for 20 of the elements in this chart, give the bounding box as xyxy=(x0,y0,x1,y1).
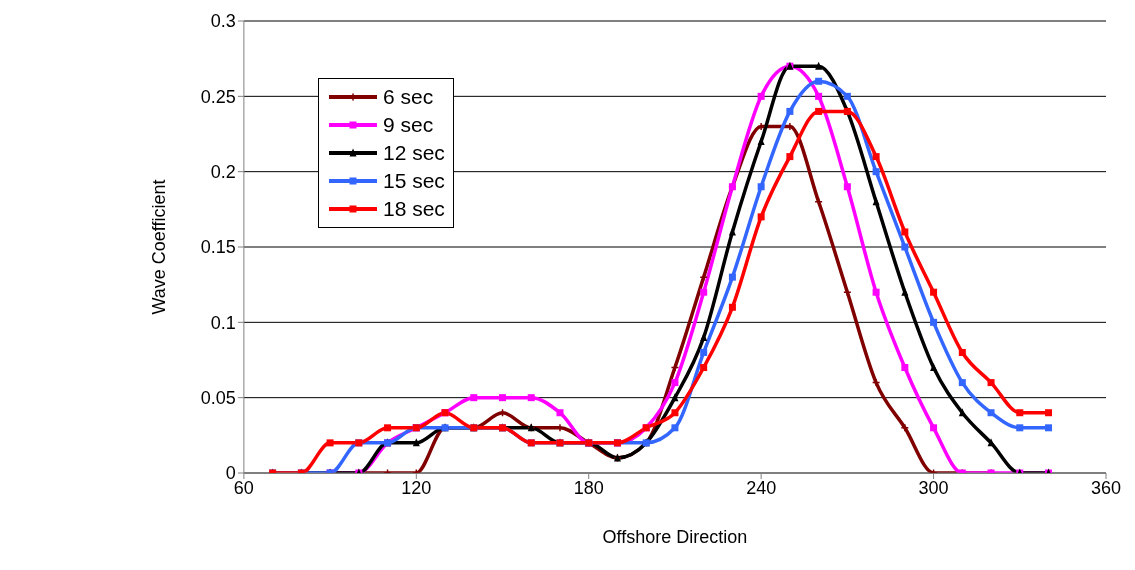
legend-label: 6 sec xyxy=(383,84,434,110)
x-tick-label: 120 xyxy=(401,477,432,498)
legend-label: 9 sec xyxy=(383,112,434,138)
y-tick-label: 0.2 xyxy=(210,162,236,183)
x-tick-label: 360 xyxy=(1090,477,1122,498)
x-tick-label: 240 xyxy=(746,477,777,498)
x-tick-label: 60 xyxy=(233,477,254,498)
x-axis-title: Offshore Direction xyxy=(602,527,748,547)
y-tick-label: 0.05 xyxy=(200,388,236,409)
x-tick-label: 300 xyxy=(918,477,949,498)
y-tick-label: 0.15 xyxy=(200,237,236,258)
y-tick-label: 0 xyxy=(225,463,236,484)
x-tick-label: 180 xyxy=(573,477,604,498)
legend-label: 18 sec xyxy=(383,196,445,222)
y-tick-label: 0.3 xyxy=(210,11,236,32)
y-tick-label: 0.1 xyxy=(210,312,236,333)
y-tick-label: 0.25 xyxy=(200,86,236,107)
y-axis-title: Wave Coefficient xyxy=(149,179,170,315)
legend-label: 15 sec xyxy=(383,168,445,194)
legend-label: 12 sec xyxy=(383,140,445,166)
